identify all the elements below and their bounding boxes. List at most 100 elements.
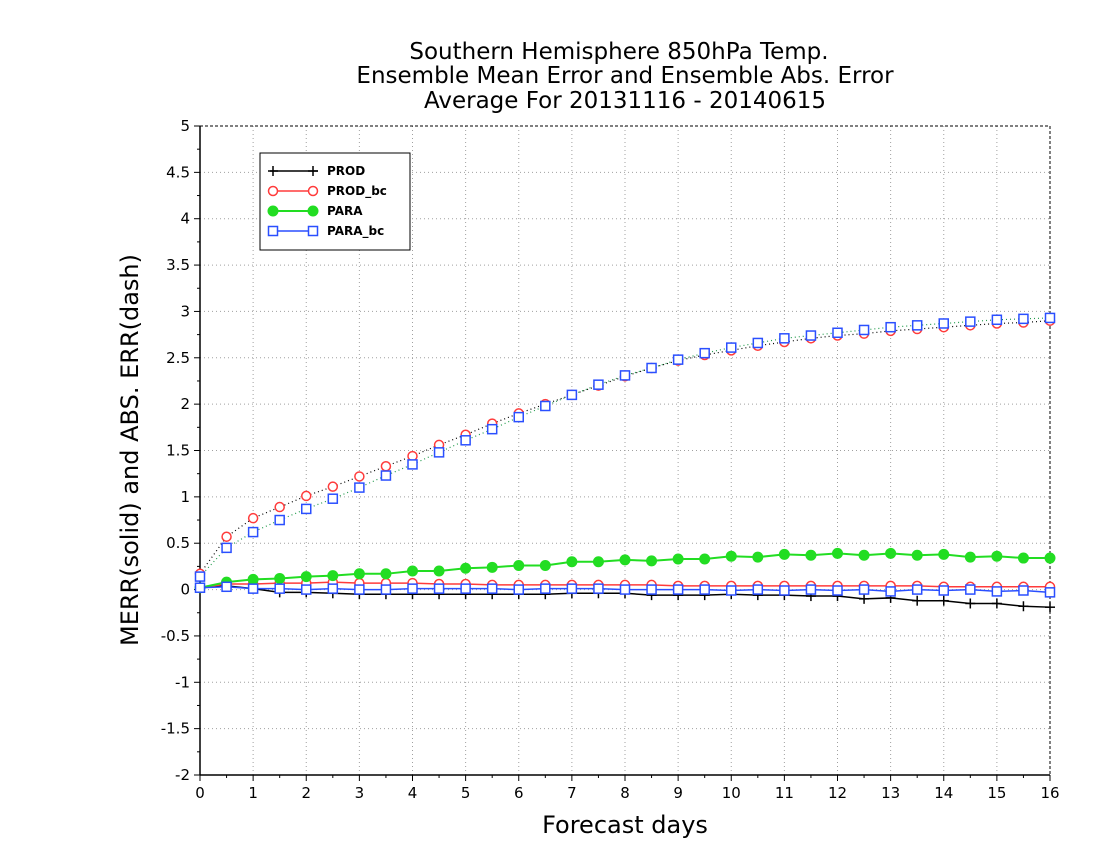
y-tick-label: 1.5: [166, 442, 190, 460]
legend-item-prod: PROD: [268, 164, 365, 178]
merr-point: [991, 598, 1002, 609]
merr-point: [911, 549, 923, 561]
y-tick-label: 3: [180, 302, 190, 320]
merr-point: [725, 550, 737, 562]
merr-point: [672, 553, 684, 565]
abs-err-point: [805, 330, 817, 341]
merr-point: [805, 584, 817, 595]
merr-point: [699, 584, 710, 595]
merr-point: [380, 568, 392, 580]
chart-title: Southern Hemisphere 850hPa Temp. Ensembl…: [356, 39, 894, 114]
merr-point: [646, 584, 657, 595]
abs-err-point: [407, 459, 418, 470]
y-tick-label: 3.5: [166, 256, 190, 274]
abs-err-point: [540, 400, 551, 412]
merr-series-para-bc: [194, 581, 1056, 598]
merr-point: [566, 556, 578, 568]
merr-point: [965, 598, 976, 609]
abs-err-point: [221, 542, 232, 554]
abs-err-point: [566, 389, 578, 401]
legend-label: PARA_bc: [327, 224, 384, 239]
merr-point: [566, 583, 578, 594]
merr-point: [911, 584, 923, 595]
merr-point: [832, 585, 843, 596]
merr-point: [964, 551, 976, 563]
legend-marker: [307, 185, 319, 197]
merr-point: [646, 555, 658, 567]
merr-point: [779, 585, 790, 596]
merr-point: [486, 583, 498, 594]
merr-point: [460, 583, 471, 594]
abs-err-point: [301, 503, 312, 515]
x-tick-label: 13: [881, 784, 900, 802]
x-tick-label: 1: [248, 784, 258, 802]
x-tick-label: 9: [673, 784, 683, 802]
abs-err-point: [699, 347, 710, 359]
merr-point: [301, 584, 312, 595]
y-tick-label: 2: [180, 395, 190, 413]
legend-items: PROD PROD_bc PARA PARA_bc: [267, 164, 387, 239]
y-tick-label: -1.5: [161, 720, 190, 738]
merr-point: [938, 585, 949, 596]
legend-label: PARA: [327, 204, 363, 218]
y-tick-label: -2: [175, 766, 190, 784]
title-line-3: Average For 20131116 - 20140615: [424, 88, 826, 114]
merr-point: [912, 595, 923, 606]
merr-point: [274, 583, 285, 594]
abs-err-point: [619, 370, 631, 381]
legend-marker: [268, 166, 278, 176]
abs-err-point: [433, 447, 445, 458]
legend-marker: [267, 205, 279, 217]
merr-point: [513, 559, 525, 571]
abs-err-point: [274, 501, 285, 513]
x-tick-label: 7: [567, 784, 577, 802]
legend-item-prod-bc: PROD_bc: [267, 184, 387, 199]
merr-point: [433, 565, 445, 577]
abs-err-point: [380, 461, 392, 472]
merr-point: [353, 568, 365, 580]
merr-point: [1044, 587, 1056, 598]
abs-err-point: [460, 435, 471, 446]
abs-err-point: [885, 321, 896, 333]
merr-point: [407, 565, 418, 577]
abs-err-point: [832, 327, 843, 339]
merr-point: [247, 573, 259, 585]
merr-point: [805, 549, 817, 561]
legend-marker: [267, 185, 279, 197]
x-tick-label: 8: [620, 784, 630, 802]
merr-point: [460, 562, 472, 574]
merr-point: [486, 561, 498, 573]
abs-err-point: [779, 333, 790, 344]
x-tick-label: 4: [408, 784, 418, 802]
legend: PROD PROD_bc PARA PARA_bc: [259, 152, 411, 251]
merr-series-para: [194, 547, 1056, 594]
merr-point: [540, 583, 551, 594]
merr-point: [194, 582, 206, 593]
y-tick-label: -1: [175, 673, 190, 691]
merr-point: [672, 584, 684, 595]
abs-err-point: [1018, 313, 1029, 325]
merr-point: [221, 581, 232, 593]
merr-point: [778, 548, 790, 560]
merr-point: [859, 593, 870, 604]
merr-point: [380, 584, 392, 595]
merr-point: [1018, 585, 1029, 596]
y-tick-label: 2.5: [166, 349, 190, 367]
x-tick-label: 14: [934, 784, 953, 802]
abs-err-point: [938, 318, 949, 329]
merr-point: [1044, 552, 1056, 564]
abs-err-point: [646, 362, 657, 374]
legend-item-para: PARA: [267, 204, 363, 218]
merr-point: [885, 547, 897, 559]
x-tick-label: 12: [828, 784, 847, 802]
x-tick-label: 5: [461, 784, 471, 802]
title-line-2: Ensemble Mean Error and Ensemble Abs. Er…: [356, 63, 894, 89]
abs-err-point: [380, 470, 392, 481]
merr-point: [858, 549, 870, 561]
merr-point: [354, 584, 365, 595]
merr-point: [619, 584, 631, 595]
abs-err-point: [354, 482, 365, 493]
merr-point: [991, 550, 1003, 562]
abs-err-point: [301, 490, 312, 502]
merr-point: [858, 584, 870, 595]
